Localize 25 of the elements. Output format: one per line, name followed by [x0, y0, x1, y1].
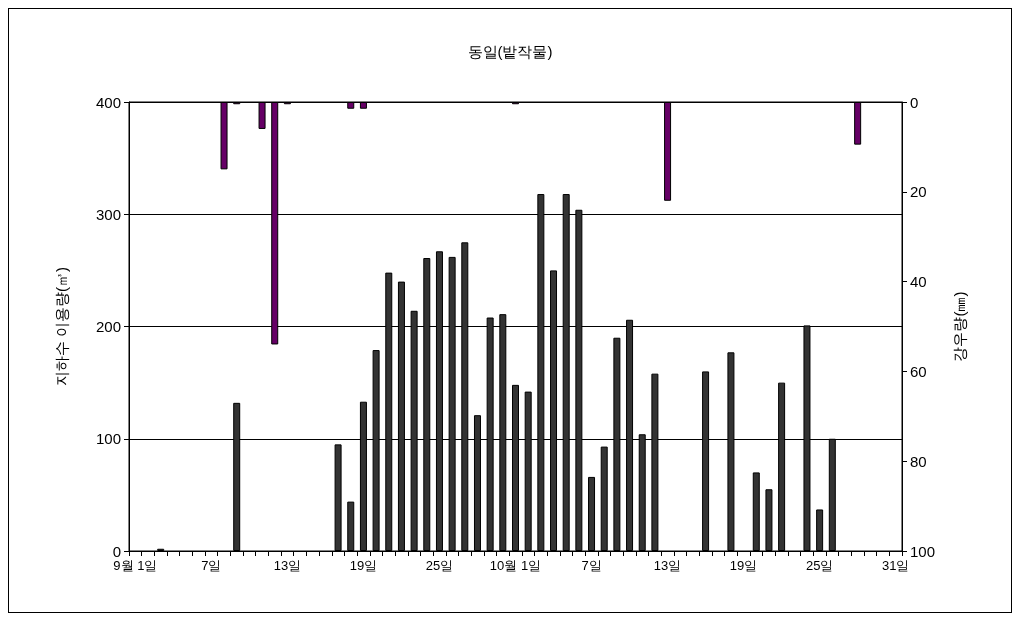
x-tick-label: 7일	[581, 558, 602, 573]
x-tick-label: 13일	[653, 558, 682, 573]
x-tick-label: 9월 1일	[113, 558, 158, 573]
y-tick-label: 100	[95, 430, 121, 448]
x-tick-label: 10월 1일	[489, 558, 542, 573]
y2-tick-label: 0	[910, 93, 919, 111]
y-tick-label: 300	[95, 205, 121, 223]
y2-tick-label: 80	[910, 452, 927, 470]
x-tick-label: 31일	[881, 558, 910, 573]
x-tick-label: 7일	[201, 558, 222, 573]
chart-title: 동일(밭작물)	[467, 43, 553, 60]
y-tick-label: 200	[95, 318, 121, 335]
x-tick-label: 19일	[729, 558, 758, 573]
y-tick-label: 400	[95, 93, 121, 111]
y2-tick-label: 40	[910, 273, 927, 291]
y-axis-title: 지하수 이용량(㎥)	[53, 266, 70, 387]
y2-tick-label: 60	[910, 362, 927, 380]
x-tick-label: 25일	[425, 558, 454, 573]
y2-tick-label: 100	[910, 542, 936, 560]
x-tick-label: 13일	[273, 558, 302, 573]
y2-axis-title: 강우량(㎜)	[951, 291, 968, 362]
y2-tick-label: 20	[910, 183, 927, 201]
x-tick-label: 19일	[349, 558, 378, 573]
y-tick-label: 0	[112, 542, 121, 560]
x-tick-label: 25일	[805, 558, 834, 573]
